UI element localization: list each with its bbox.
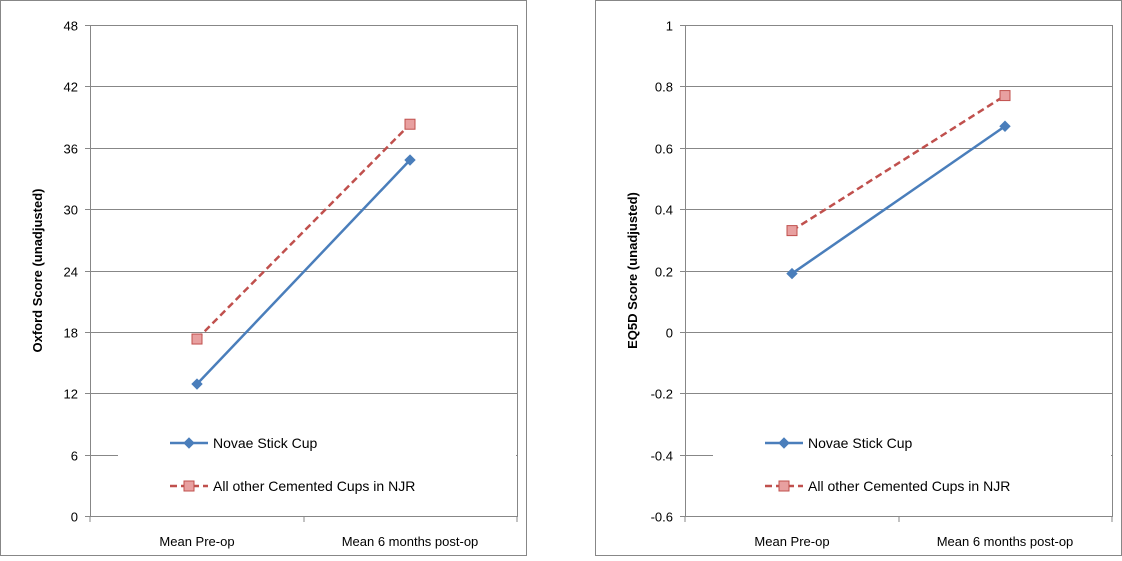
legend-label: Novae Stick Cup: [213, 435, 317, 451]
y-tick-label: 0.8: [655, 80, 673, 95]
y-tick-label: 18: [64, 326, 78, 341]
y-tick-label: 36: [64, 142, 78, 157]
data-point: [191, 378, 203, 390]
y-tick-label: -0.6: [651, 510, 673, 525]
y-tick-label: 0.2: [655, 265, 673, 280]
data-point: [999, 90, 1011, 102]
y-tick-label: 6: [71, 449, 78, 464]
eq5d-chart-panel: -0.6 -0.4 -0.2 0 0.2 0.4 0.6 0.8 1 Mean Pre-op Mea…: [595, 0, 1122, 561]
y-tick-label: 1: [666, 19, 673, 34]
data-point: [786, 267, 798, 280]
y-axis-label: Oxford Score (unadjusted): [30, 189, 45, 353]
y-tick-label: -0.2: [651, 387, 673, 402]
x-tick-label: Mean Pre-op: [159, 534, 234, 549]
y-axis-label: EQ5D Score (unadjusted): [625, 192, 640, 349]
series-line: [196, 159, 411, 385]
data-point: [191, 333, 203, 345]
y-tick-label: 12: [64, 387, 78, 402]
y-tick-label: 0: [666, 326, 673, 341]
legend-label: All other Cemented Cups in NJR: [808, 478, 1010, 494]
series-line: [791, 94, 1006, 232]
y-tick-label: 30: [64, 203, 78, 218]
x-tick-label: Mean 6 months post-op: [342, 534, 479, 549]
legend-marker: [778, 437, 790, 449]
x-tick-label: Mean 6 months post-op: [937, 534, 1074, 549]
legend-marker: [778, 480, 790, 492]
oxford-chart: 0 6 12 18 24 30 36 42 48 Mean Pre-op Mean 6 months…: [0, 0, 527, 556]
y-tick-label: 0.6: [655, 142, 673, 157]
legend-marker: [183, 480, 195, 492]
data-point: [786, 225, 798, 237]
eq5d-chart: -0.6 -0.4 -0.2 0 0.2 0.4 0.6 0.8 1 Mean Pre-op Mea…: [595, 0, 1122, 556]
y-tick-label: 42: [64, 80, 78, 95]
legend-label: Novae Stick Cup: [808, 435, 912, 451]
legend-label: All other Cemented Cups in NJR: [213, 478, 415, 494]
series-line: [791, 125, 1006, 275]
y-tick-label: 48: [64, 19, 78, 34]
legend-marker: [183, 437, 195, 449]
y-tick-label: 24: [64, 265, 78, 280]
data-point: [999, 120, 1011, 132]
data-point: [404, 118, 416, 130]
data-point: [404, 154, 416, 166]
oxford-chart-panel: 0 6 12 18 24 30 36 42 48 Mean Pre-op Mean 6 months…: [0, 0, 527, 561]
y-tick-label: 0: [71, 510, 78, 525]
series-line: [196, 123, 411, 340]
y-tick-label: 0.4: [655, 203, 673, 218]
y-tick-label: -0.4: [651, 449, 673, 464]
x-tick-label: Mean Pre-op: [754, 534, 829, 549]
